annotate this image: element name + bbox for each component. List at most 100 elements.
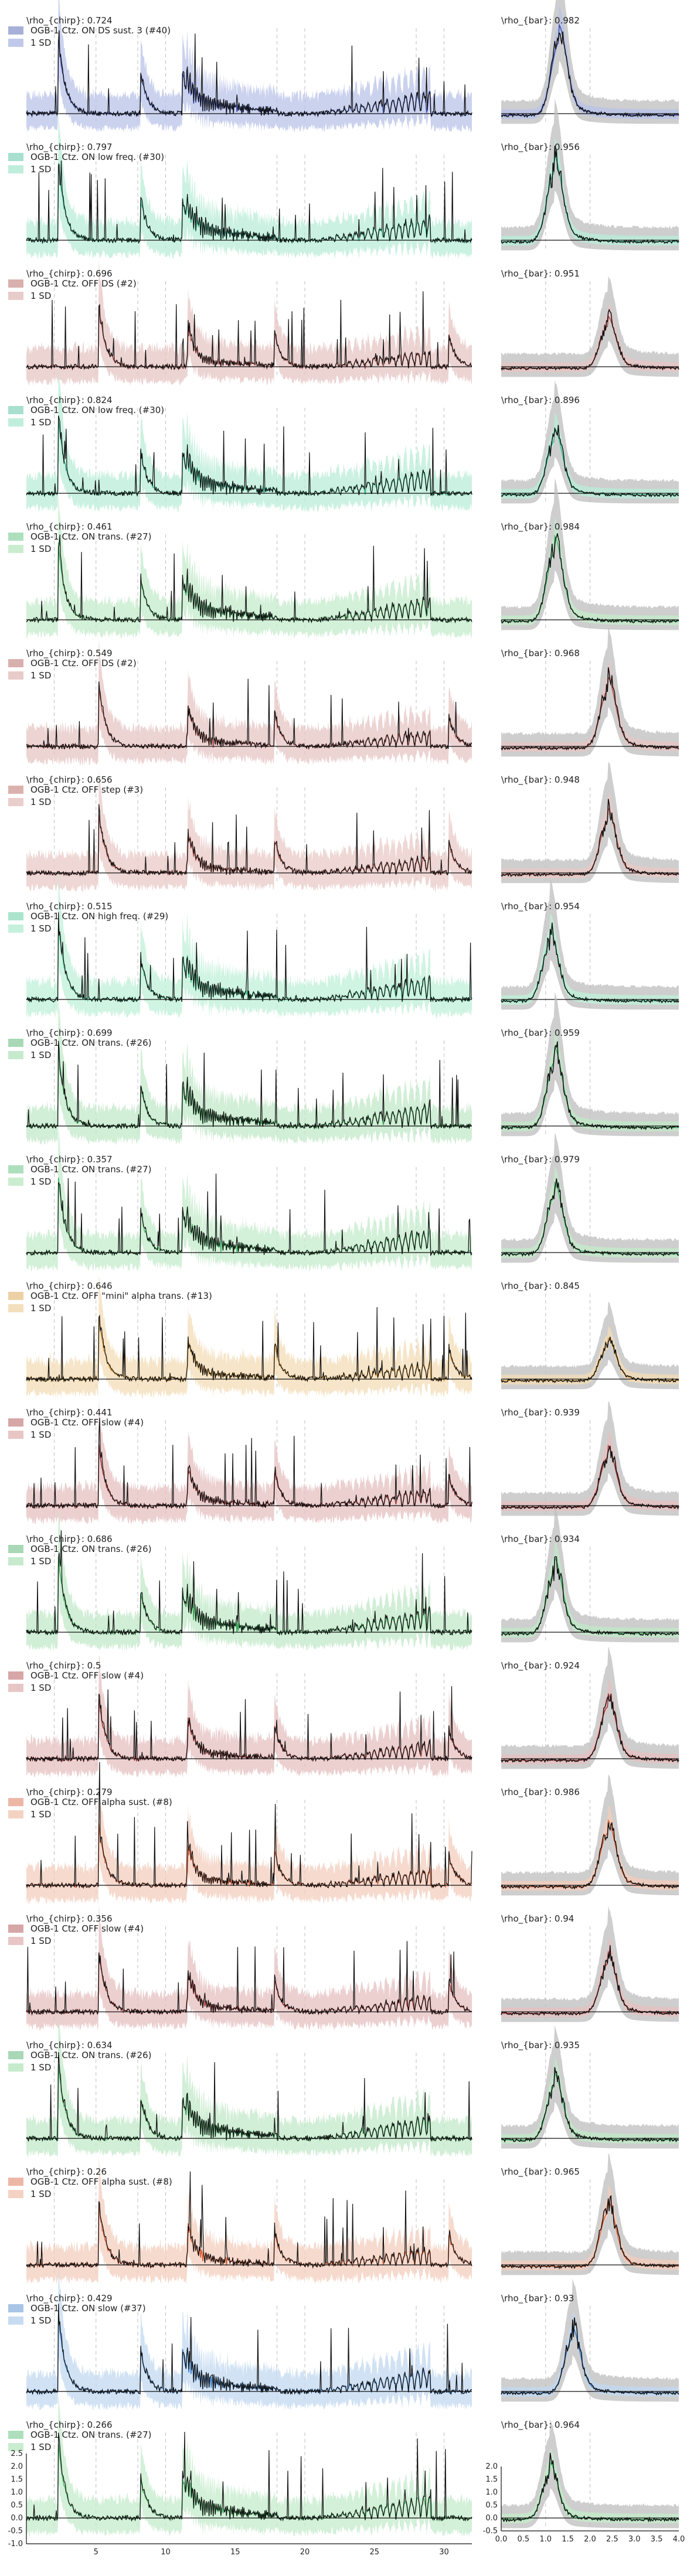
chart-row-0: \rho_{chirp}: 0.724 \rho_{bar}: 0.982 OGB-… [8,0,679,133]
chirp-correlation-label: \rho_{chirp}: 0.279 [26,1787,113,1798]
legend-type-label: OGB-1 Ctz. OFF DS (#2) [30,278,137,289]
bar-correlation-label: \rho_{bar}: 0.948 [501,774,580,786]
legend-sd-label: 1 SD [30,37,51,48]
chirp-correlation-label: \rho_{chirp}: 0.549 [26,648,113,659]
chart-row-6: \rho_{chirp}: 0.656 \rho_{bar}: 0.948 OGB-… [8,762,679,892]
chirp-correlation-label: \rho_{chirp}: 0.357 [26,1154,113,1165]
bar-y-tick: 1.0 [485,2488,498,2497]
bar-x-tick: 4.0 [673,2535,685,2544]
chirp-correlation-label: \rho_{chirp}: 0.797 [26,142,113,153]
legend-type-label: OGB-1 Ctz. OFF DS (#2) [30,658,137,668]
legend-swatch-sd [8,1304,23,1312]
chirp-correlation-label: \rho_{chirp}: 0.824 [26,395,113,406]
legend-sd-label: 1 SD [30,1683,51,1693]
bar-x-tick: 0.0 [495,2535,508,2544]
chart-row-3: \rho_{chirp}: 0.824 \rho_{bar}: 0.896 OGB-… [8,364,679,513]
chart-row-13: \rho_{chirp}: 0.5 \rho_{bar}: 0.924 OGB-1 … [8,1646,679,1778]
bar-y-tick: 2.0 [485,2462,498,2471]
chirp-cell-line [26,1418,472,1510]
chirp-cell-line [26,1941,472,2016]
bar-type-band [501,1326,679,1385]
bar-sd-band [501,477,679,630]
chirp-x-tick: 5 [94,2548,98,2557]
chirp-correlation-label: \rho_{chirp}: 0.26 [26,2166,107,2178]
legend-swatch-type [8,1039,23,1047]
legend-swatch-type [8,1671,23,1680]
chirp-cell-line [26,415,472,497]
chart-row-16: \rho_{chirp}: 0.634 \rho_{bar}: 0.935 OGB-… [8,2011,679,2158]
chirp-sd-band [26,2263,472,2411]
bar-type-band [501,1678,679,1765]
legend-swatch-sd [8,1431,23,1439]
legend-swatch-sd [8,2063,23,2072]
chirp-cell-line [26,2304,472,2396]
chirp-sd-band [26,1777,472,1905]
bar-correlation-label: \rho_{bar}: 0.935 [501,2040,580,2051]
chirp-y-tick: 0.0 [11,2514,23,2523]
legend-sd-label: 1 SD [30,291,51,301]
chirp-cell-line [26,678,472,750]
legend-sd-label: 1 SD [30,797,51,807]
bar-correlation-label: \rho_{bar}: 0.94 [501,1913,574,1925]
bar-x-tick: 3.5 [651,2535,663,2544]
chirp-cell-line [26,1686,472,1763]
legend-sd-label: 1 SD [30,1176,51,1187]
legend-sd-label: 1 SD [30,1809,51,1820]
bar-correlation-label: \rho_{bar}: 0.964 [501,2420,580,2431]
bar-y-tick: 0.5 [485,2501,498,2510]
legend-swatch-type [8,1545,23,1553]
legend-type-label: OGB-1 Ctz. ON slow (#37) [30,2303,146,2314]
legend-type-label: OGB-1 Ctz. OFF alpha sust. (#8) [30,2176,172,2187]
legend-swatch-type [8,2051,23,2059]
bar-cell-line [501,145,679,245]
chirp-sd-band [26,869,472,1019]
bar-type-band [501,2058,679,2144]
legend-sd-label: 1 SD [30,544,51,554]
chirp-cell-line [26,1173,472,1257]
legend-swatch-sd [8,418,23,427]
legend-swatch-type [8,1798,23,1806]
legend-swatch-sd [8,1810,23,1818]
chirp-cell-line [26,1530,472,1636]
bar-cell-line [501,31,679,118]
legend-sd-label: 1 SD [30,2189,51,2199]
bar-sd-band [501,275,679,377]
bar-type-band [501,1431,679,1512]
chirp-sd-band [26,2392,472,2537]
bar-sd-band [501,1133,679,1263]
bar-correlation-label: \rho_{bar}: 0.845 [501,1281,580,1292]
chirp-cell-line [26,2431,472,2522]
legend-type-label: OGB-1 Ctz. ON trans. (#27) [30,1164,151,1175]
chirp-sd-band [26,998,472,1145]
chart-row-7: \rho_{chirp}: 0.515 \rho_{bar}: 0.954 OGB-… [8,869,679,1019]
bar-correlation-label: \rho_{bar}: 0.939 [501,1407,580,1418]
legend-swatch-sd [8,798,23,806]
legend-type-label: OGB-1 Ctz. ON trans. (#26) [30,2050,151,2060]
legend-swatch-type [8,1165,23,1173]
chirp-cell-line [26,912,472,1004]
legend-swatch-sd [8,671,23,680]
chart-row-15: \rho_{chirp}: 0.356 \rho_{bar}: 0.94 OGB-1… [8,1906,679,2031]
legend-swatch-sd [8,1178,23,1186]
legend-type-label: OGB-1 Ctz. ON low freq. (#30) [30,152,164,162]
legend-swatch-type [8,406,23,414]
chirp-cell-line [26,2171,472,2269]
bar-correlation-label: \rho_{bar}: 0.968 [501,648,580,659]
chirp-y-tick: -0.5 [8,2527,23,2536]
chirp-y-tick: 2.0 [11,2462,23,2471]
legend-sd-label: 1 SD [30,923,51,934]
legend-swatch-sd [8,39,23,47]
chirp-correlation-label: \rho_{chirp}: 0.656 [26,774,113,786]
legend-type-label: OGB-1 Ctz. ON low freq. (#30) [30,405,164,415]
legend-swatch-type [8,1418,23,1427]
bar-x-tick: 0.5 [518,2535,530,2544]
bar-y-tick: -0.5 [483,2527,498,2536]
bar-sd-band [501,880,679,1010]
legend-swatch-type [8,2178,23,2186]
legend-sd-label: 1 SD [30,164,51,175]
bar-sd-band [501,2025,679,2149]
bar-sd-band [501,2418,679,2529]
legend-swatch-type [8,279,23,288]
legend-swatch-sd [8,292,23,300]
bar-y-tick: 0.0 [485,2514,498,2523]
